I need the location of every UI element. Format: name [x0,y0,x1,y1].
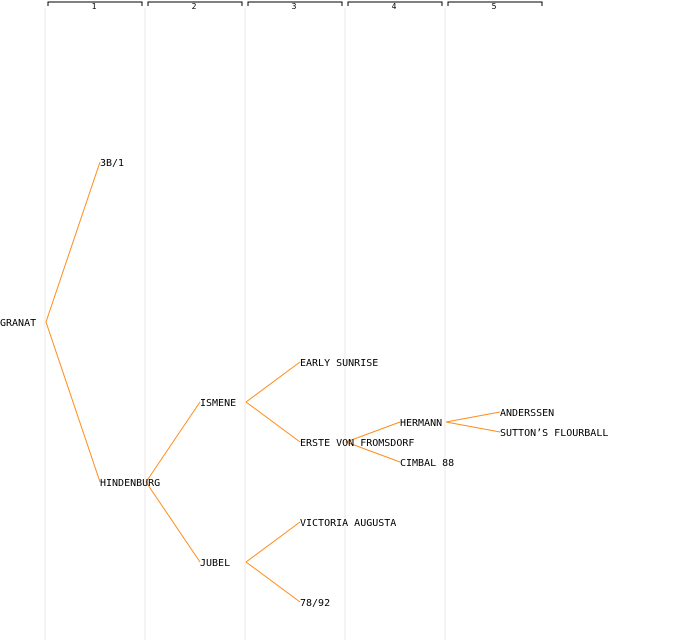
generation-5-label: 5 [492,2,497,11]
pedigree-node: VICTORIA AUGUSTA [300,518,396,529]
generation-3-label: 3 [292,2,297,11]
pedigree-node: ANDERSSEN [500,408,554,419]
pedigree-edge [345,441,401,463]
pedigree-edge [345,421,401,443]
pedigree-edge [45,321,101,483]
generation-5-bracket [447,1,543,6]
pedigree-edge [245,521,301,563]
pedigree-node: GRANAT [0,318,36,329]
pedigree-node: 3B/1 [100,158,124,169]
pedigree-node: HINDENBURG [100,478,160,489]
pedigree-edge [245,561,301,603]
pedigree-edge [145,481,201,563]
pedigree-node: CIMBAL 88 [400,458,454,469]
generation-3-bracket [247,1,343,6]
generation-1-bracket [47,1,143,6]
pedigree-node: EARLY SUNRISE [300,358,378,369]
pedigree-edge [445,411,501,423]
pedigree-edge [145,401,201,483]
pedigree-node: SUTTON’S FLOURBALL [500,428,608,439]
generation-4-label: 4 [392,2,397,11]
generation-headers: 1 2 3 4 5 [47,1,543,11]
tree-edges [45,161,501,603]
pedigree-node: ISMENE [200,398,236,409]
pedigree-edge [445,421,501,433]
tree-nodes: GRANAT 3B/1 HINDENBURG ISMENE EARLY SUNRISE E… [0,158,608,609]
generation-2-bracket [147,1,243,6]
pedigree-node: 78/92 [300,598,330,609]
pedigree-node: HERMANN [400,418,442,429]
generation-1-label: 1 [92,2,97,11]
pedigree-edge [245,401,301,443]
generation-4-bracket [347,1,443,6]
generation-2-label: 2 [192,2,197,11]
pedigree-edge [45,161,101,323]
pedigree-edge [245,361,301,403]
pedigree-node: JUBEL [200,558,230,569]
pedigree-node: ERSTE VON FROMSDORF [300,438,414,449]
generation-columns [44,8,446,640]
